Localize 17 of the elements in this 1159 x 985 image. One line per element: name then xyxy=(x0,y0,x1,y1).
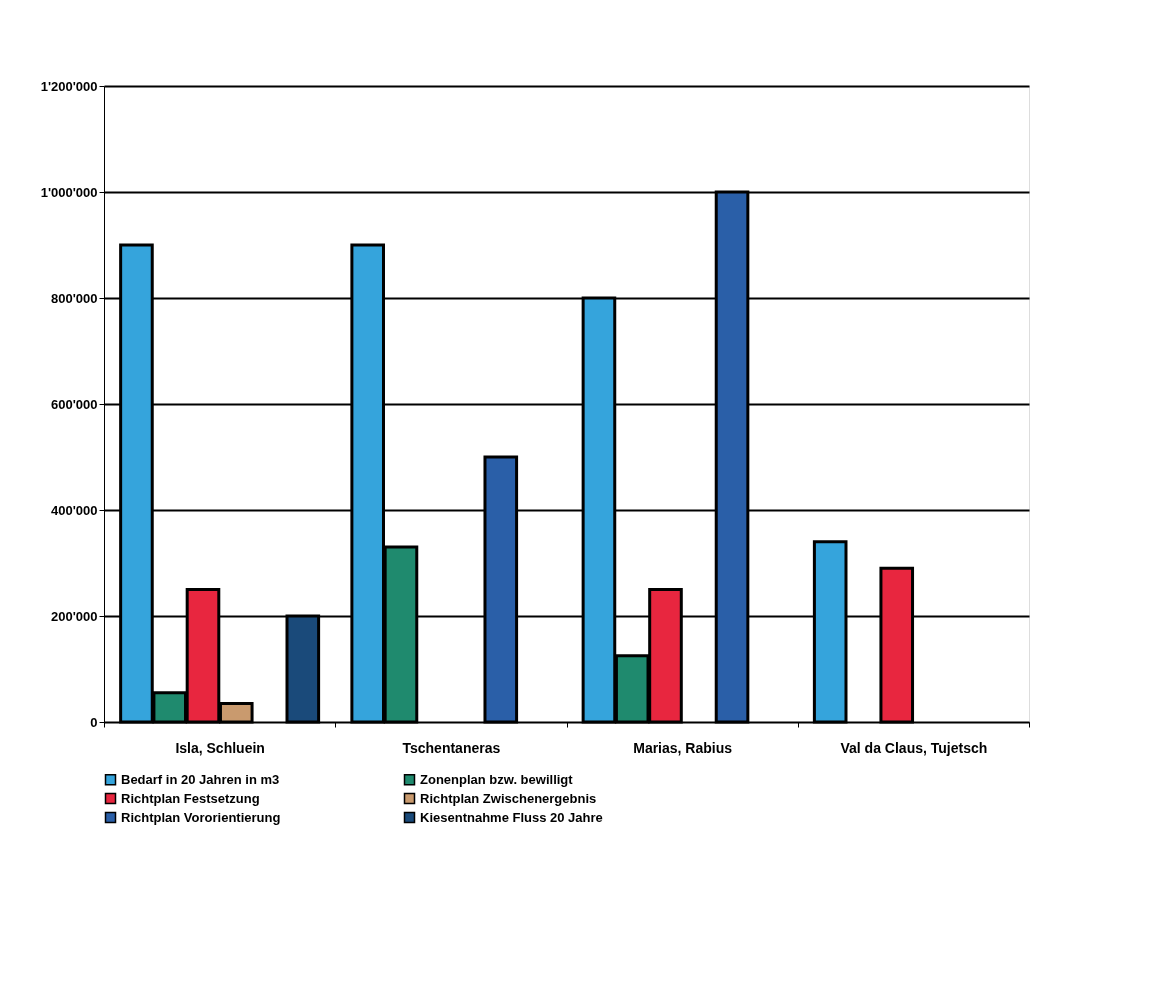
y-tick-label: 800'000 xyxy=(51,290,98,306)
y-tick-label: 0 xyxy=(90,714,98,730)
legend-label: Zonenplan bzw. bewilligt xyxy=(420,771,574,787)
legend-label: Richtplan Zwischenergebnis xyxy=(420,790,597,806)
legend-label: Richtplan Vororientierung xyxy=(121,809,281,825)
legend-label: Bedarf in 20 Jahren in m3 xyxy=(121,771,280,787)
y-tick-label: 1'000'000 xyxy=(40,184,98,200)
y-tick-label: 200'000 xyxy=(51,608,98,624)
x-tick-label: Tschentaneras xyxy=(402,739,501,756)
x-tick-label: Isla, Schluein xyxy=(175,739,265,756)
x-tick-label: Val da Claus, Tujetsch xyxy=(840,739,988,756)
y-tick-label: 600'000 xyxy=(51,396,98,412)
y-tick-label: 1'200'000 xyxy=(40,78,98,94)
legend-label: Richtplan Festsetzung xyxy=(121,790,260,806)
x-tick-label: Marias, Rabius xyxy=(633,739,733,756)
legend-label: Kiesentnahme Fluss 20 Jahre xyxy=(420,809,603,825)
y-tick-label: 400'000 xyxy=(51,502,98,518)
